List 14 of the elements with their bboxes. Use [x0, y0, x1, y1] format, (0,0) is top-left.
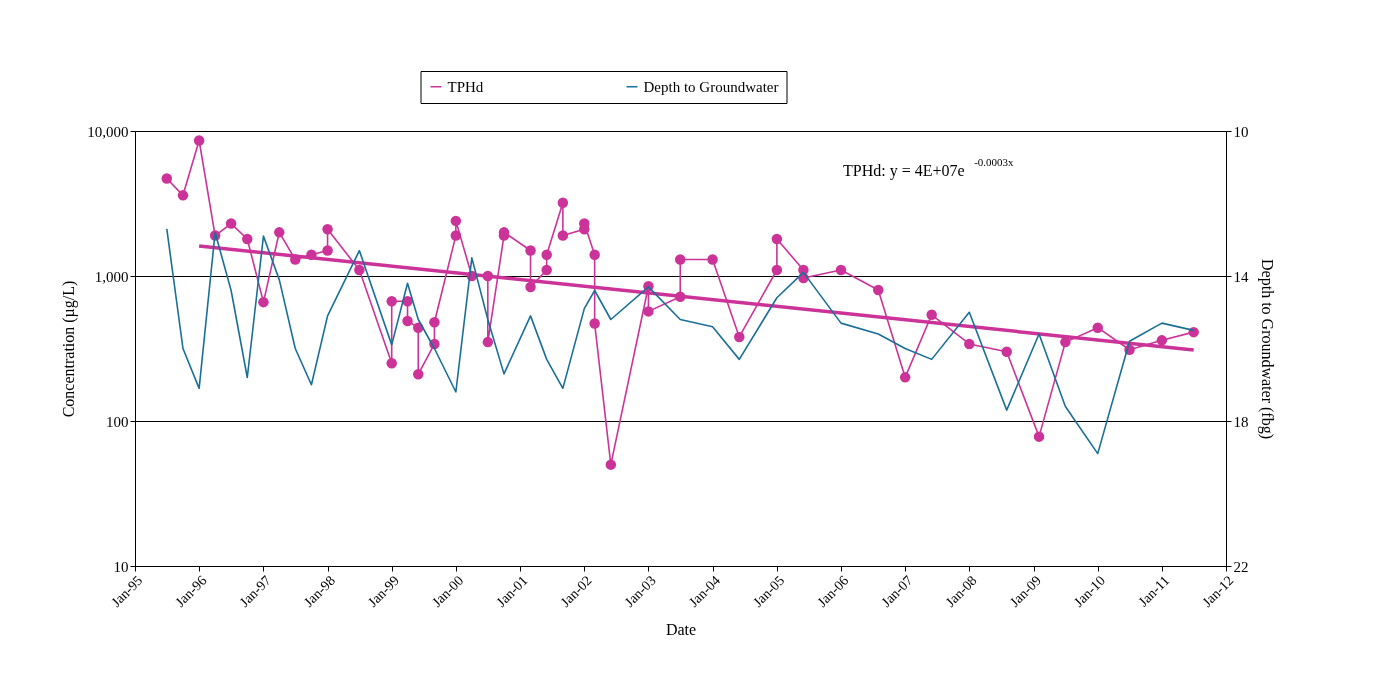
- y2-tick-label: 18: [1233, 413, 1249, 430]
- y-tick-label: 100: [106, 413, 129, 430]
- annotation: TPHd: y = 4E+07e-0.0003x: [843, 156, 1015, 180]
- legend-label: TPHd: [447, 78, 484, 95]
- x-axis-title: Date: [665, 620, 697, 638]
- y-tick-label: 1,000: [94, 268, 129, 285]
- y-tick-label: 10,000: [87, 123, 129, 140]
- legend-label: Depth to Groundwater: [643, 78, 779, 95]
- y2-tick-label: 10: [1233, 123, 1249, 140]
- y2-tick-label: 14: [1233, 268, 1249, 285]
- y-tick-label: 10: [113, 558, 129, 575]
- y2-axis-title: Depth to Groundwater (fbg): [1257, 259, 1276, 439]
- y2-tick-label: 22: [1233, 558, 1249, 575]
- y-axis-title: Concentration (µg/L): [60, 280, 79, 418]
